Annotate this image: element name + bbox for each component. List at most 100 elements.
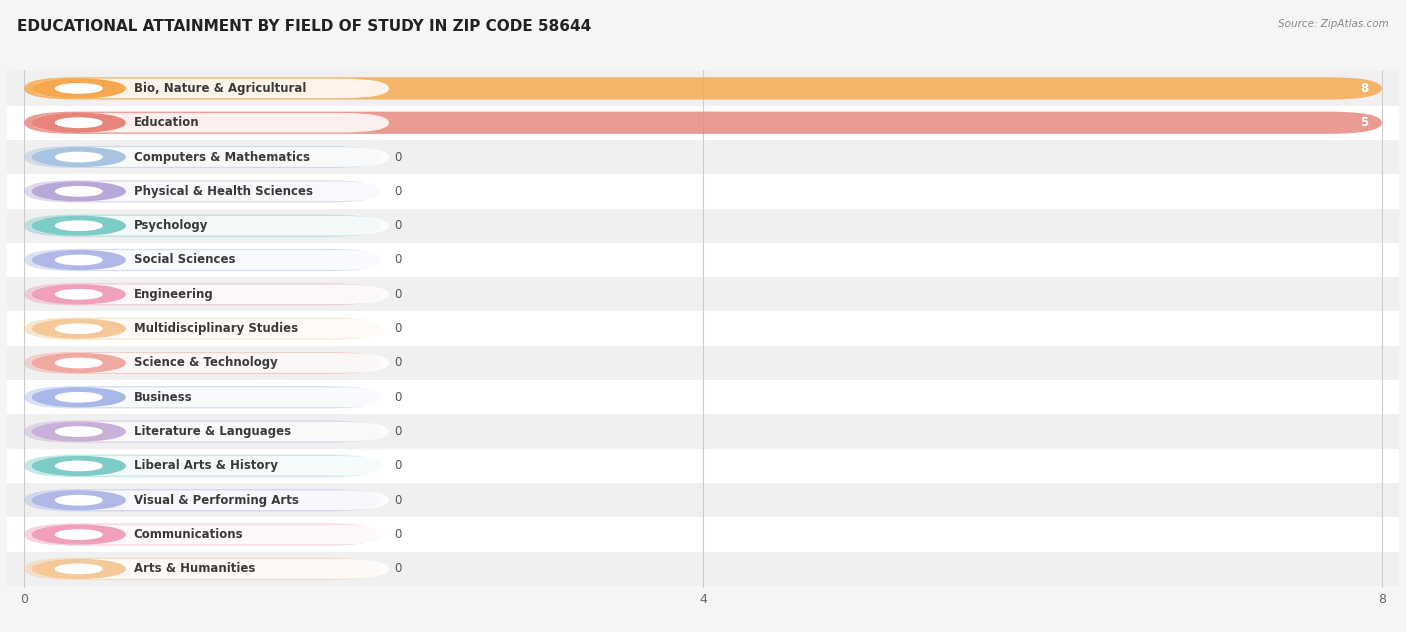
- FancyBboxPatch shape: [32, 525, 389, 544]
- FancyBboxPatch shape: [0, 140, 1406, 174]
- Circle shape: [56, 358, 103, 368]
- FancyBboxPatch shape: [32, 181, 389, 201]
- FancyBboxPatch shape: [32, 387, 389, 407]
- Circle shape: [56, 152, 103, 162]
- FancyBboxPatch shape: [24, 489, 381, 511]
- FancyBboxPatch shape: [0, 209, 1406, 243]
- Circle shape: [56, 83, 103, 93]
- FancyBboxPatch shape: [0, 277, 1406, 312]
- Text: Communications: Communications: [134, 528, 243, 541]
- Text: 0: 0: [394, 562, 402, 575]
- FancyBboxPatch shape: [0, 518, 1406, 552]
- FancyBboxPatch shape: [32, 78, 389, 98]
- Text: Visual & Performing Arts: Visual & Performing Arts: [134, 494, 298, 507]
- FancyBboxPatch shape: [0, 106, 1406, 140]
- Circle shape: [56, 461, 103, 471]
- Text: 0: 0: [394, 219, 402, 232]
- FancyBboxPatch shape: [0, 243, 1406, 277]
- FancyBboxPatch shape: [24, 386, 381, 408]
- FancyBboxPatch shape: [32, 422, 389, 441]
- Text: Computers & Mathematics: Computers & Mathematics: [134, 150, 309, 164]
- Text: 0: 0: [394, 322, 402, 335]
- Circle shape: [32, 113, 125, 132]
- Text: Business: Business: [134, 391, 193, 404]
- Circle shape: [32, 422, 125, 441]
- Text: 0: 0: [394, 150, 402, 164]
- Circle shape: [56, 427, 103, 436]
- Text: Multidisciplinary Studies: Multidisciplinary Studies: [134, 322, 298, 335]
- FancyBboxPatch shape: [0, 312, 1406, 346]
- FancyBboxPatch shape: [32, 147, 389, 167]
- Circle shape: [32, 182, 125, 201]
- Text: Engineering: Engineering: [134, 288, 214, 301]
- Circle shape: [56, 289, 103, 299]
- FancyBboxPatch shape: [0, 415, 1406, 449]
- Text: 0: 0: [394, 253, 402, 267]
- FancyBboxPatch shape: [24, 455, 381, 477]
- Circle shape: [32, 285, 125, 304]
- Text: Source: ZipAtlas.com: Source: ZipAtlas.com: [1278, 19, 1389, 29]
- FancyBboxPatch shape: [24, 523, 381, 545]
- FancyBboxPatch shape: [24, 146, 381, 168]
- FancyBboxPatch shape: [24, 420, 381, 443]
- Text: Arts & Humanities: Arts & Humanities: [134, 562, 254, 575]
- Text: 0: 0: [394, 425, 402, 438]
- Circle shape: [32, 525, 125, 544]
- Circle shape: [32, 491, 125, 509]
- FancyBboxPatch shape: [24, 283, 381, 305]
- Circle shape: [56, 392, 103, 402]
- Circle shape: [32, 456, 125, 475]
- FancyBboxPatch shape: [0, 483, 1406, 518]
- Circle shape: [32, 251, 125, 269]
- Text: Psychology: Psychology: [134, 219, 208, 232]
- FancyBboxPatch shape: [24, 112, 1382, 134]
- Circle shape: [32, 216, 125, 235]
- Circle shape: [32, 319, 125, 338]
- FancyBboxPatch shape: [0, 552, 1406, 586]
- FancyBboxPatch shape: [32, 113, 389, 133]
- Text: 8: 8: [1360, 82, 1368, 95]
- Text: 0: 0: [394, 528, 402, 541]
- FancyBboxPatch shape: [32, 559, 389, 579]
- Text: Literature & Languages: Literature & Languages: [134, 425, 291, 438]
- Text: EDUCATIONAL ATTAINMENT BY FIELD OF STUDY IN ZIP CODE 58644: EDUCATIONAL ATTAINMENT BY FIELD OF STUDY…: [17, 19, 591, 34]
- Circle shape: [32, 559, 125, 578]
- FancyBboxPatch shape: [24, 317, 381, 340]
- Circle shape: [32, 148, 125, 166]
- FancyBboxPatch shape: [32, 490, 389, 510]
- Circle shape: [56, 255, 103, 265]
- Text: Physical & Health Sciences: Physical & Health Sciences: [134, 185, 312, 198]
- Circle shape: [32, 353, 125, 372]
- FancyBboxPatch shape: [32, 353, 389, 373]
- Text: 0: 0: [394, 391, 402, 404]
- FancyBboxPatch shape: [32, 456, 389, 476]
- Circle shape: [56, 530, 103, 539]
- FancyBboxPatch shape: [0, 346, 1406, 380]
- Circle shape: [56, 186, 103, 196]
- Circle shape: [56, 564, 103, 574]
- FancyBboxPatch shape: [32, 319, 389, 339]
- Circle shape: [32, 79, 125, 98]
- Text: 0: 0: [394, 185, 402, 198]
- Circle shape: [56, 495, 103, 505]
- FancyBboxPatch shape: [0, 174, 1406, 209]
- FancyBboxPatch shape: [24, 77, 1382, 100]
- FancyBboxPatch shape: [24, 214, 381, 237]
- Circle shape: [56, 221, 103, 230]
- Text: Social Sciences: Social Sciences: [134, 253, 235, 267]
- FancyBboxPatch shape: [32, 250, 389, 270]
- FancyBboxPatch shape: [24, 249, 381, 271]
- FancyBboxPatch shape: [24, 180, 381, 202]
- FancyBboxPatch shape: [0, 380, 1406, 415]
- Text: 0: 0: [394, 356, 402, 370]
- FancyBboxPatch shape: [32, 284, 389, 304]
- FancyBboxPatch shape: [32, 216, 389, 236]
- Circle shape: [32, 388, 125, 406]
- Circle shape: [56, 324, 103, 333]
- FancyBboxPatch shape: [24, 557, 381, 580]
- FancyBboxPatch shape: [0, 449, 1406, 483]
- Text: 0: 0: [394, 288, 402, 301]
- Text: Education: Education: [134, 116, 200, 129]
- Text: Science & Technology: Science & Technology: [134, 356, 277, 370]
- FancyBboxPatch shape: [0, 71, 1406, 106]
